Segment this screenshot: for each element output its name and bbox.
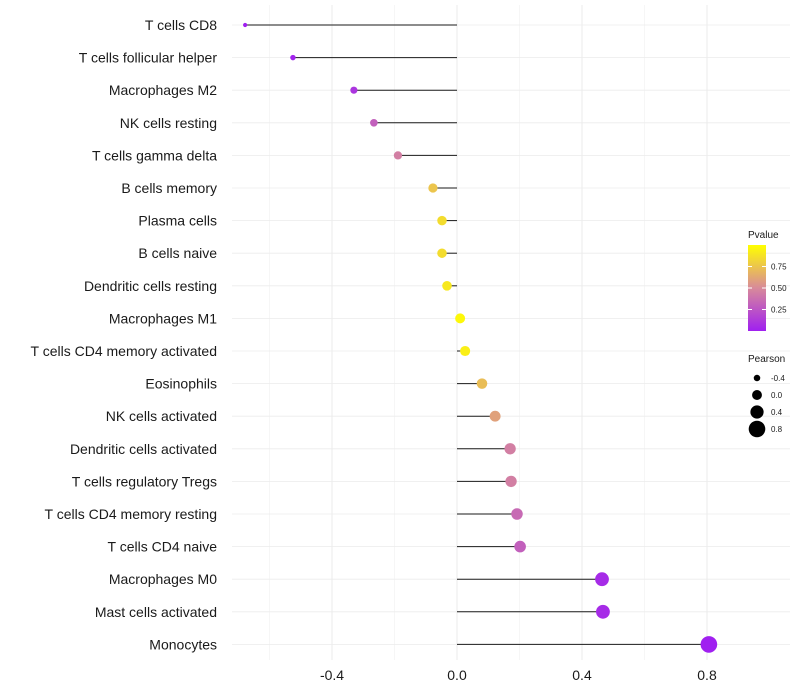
pearson-legend: Pearson -0.4 0.0 0.4 0.8	[748, 354, 785, 438]
size-legend-label: -0.4	[771, 374, 785, 383]
y-tick-label: Macrophages M1	[109, 310, 217, 326]
y-tick-label: Monocytes	[149, 636, 217, 652]
size-legend-key	[753, 374, 761, 382]
lollipop-point	[455, 313, 466, 324]
lollipop-point	[505, 475, 517, 488]
y-tick-label: Dendritic cells resting	[84, 278, 217, 294]
size-legend-key	[750, 405, 764, 419]
colorbar-tick-label: 0.50	[771, 284, 787, 293]
y-tick-label: T cells CD4 naive	[108, 539, 218, 555]
pearson-legend-title: Pearson	[748, 354, 785, 365]
y-tick-label: Dendritic cells activated	[70, 441, 217, 457]
lollipop-point	[476, 378, 488, 389]
lollipop-point	[489, 410, 501, 422]
x-tick-label: 0.8	[697, 667, 717, 683]
grid-lines	[232, 5, 790, 660]
lollipop-point	[514, 540, 526, 553]
lollipop-point	[596, 604, 610, 619]
y-tick-label: Plasma cells	[138, 213, 217, 229]
y-tick-label: T cells gamma delta	[92, 147, 217, 163]
lollipop-point	[350, 86, 358, 94]
lollipop-point	[442, 280, 452, 291]
y-tick-label: NK cells activated	[106, 408, 217, 424]
pvalue-legend-title: Pvalue	[748, 230, 779, 241]
size-legend-label: 0.4	[771, 408, 783, 417]
lollipop-point	[437, 248, 447, 258]
x-tick-label: 0.4	[572, 667, 592, 683]
size-legend-key	[752, 390, 762, 400]
lollipop-point	[511, 508, 523, 520]
y-tick-label: T cells CD8	[145, 17, 217, 33]
colorbar-tick-label: 0.25	[771, 306, 787, 315]
colorbar-tick-label: 0.75	[771, 263, 787, 272]
y-tick-label: T cells CD4 memory activated	[31, 343, 217, 359]
lollipop-points	[243, 22, 718, 653]
y-tick-label: T cells follicular helper	[79, 50, 218, 66]
lollipop-point	[370, 118, 378, 127]
lollipop-point	[460, 345, 471, 357]
y-tick-label: T cells CD4 memory resting	[45, 506, 217, 522]
size-legend-key	[748, 420, 766, 438]
y-tick-label: Mast cells activated	[95, 604, 217, 620]
lollipop-point	[393, 151, 403, 160]
lollipop-point	[595, 572, 609, 587]
x-axis-ticks: -0.4 0.0 0.4 0.8	[320, 667, 717, 683]
y-tick-label: Macrophages M0	[109, 571, 217, 587]
pvalue-colorbar	[748, 245, 766, 331]
y-tick-label: B cells naive	[138, 245, 217, 261]
pvalue-legend: Pvalue 0.25 0.50 0.75	[748, 230, 787, 331]
y-tick-label: Eosinophils	[145, 376, 217, 392]
y-tick-label: B cells memory	[121, 180, 217, 196]
y-tick-label: Macrophages M2	[109, 82, 217, 98]
size-legend-label: 0.0	[771, 391, 783, 400]
x-tick-label: 0.0	[447, 667, 467, 683]
lollipop-point	[700, 636, 718, 653]
lollipop-point	[290, 54, 296, 61]
y-tick-label: T cells regulatory Tregs	[72, 473, 217, 489]
lollipop-point	[437, 215, 447, 226]
y-axis-labels: T cells CD8 T cells follicular helper Macr…	[31, 17, 218, 652]
lollipop-point	[243, 22, 248, 28]
x-tick-label: -0.4	[320, 667, 344, 683]
y-tick-label: NK cells resting	[120, 115, 217, 131]
size-legend-label: 0.8	[771, 425, 783, 434]
lollipop-stems	[245, 24, 709, 645]
lollipop-point	[504, 443, 516, 455]
lollipop-point	[428, 183, 438, 193]
